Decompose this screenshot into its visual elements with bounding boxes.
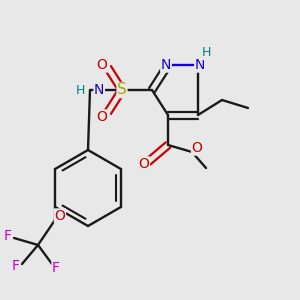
Text: F: F [52, 261, 60, 275]
Text: H: H [76, 83, 85, 97]
Text: N: N [94, 83, 104, 97]
Text: O: O [192, 141, 203, 155]
Text: O: O [97, 110, 107, 124]
Text: N: N [161, 58, 171, 72]
Text: O: O [55, 209, 65, 223]
Text: S: S [117, 82, 127, 98]
Text: O: O [139, 157, 149, 171]
Text: H: H [201, 46, 211, 59]
Text: O: O [97, 58, 107, 72]
Text: N: N [195, 58, 205, 72]
Text: F: F [4, 229, 12, 243]
Text: F: F [12, 259, 20, 273]
